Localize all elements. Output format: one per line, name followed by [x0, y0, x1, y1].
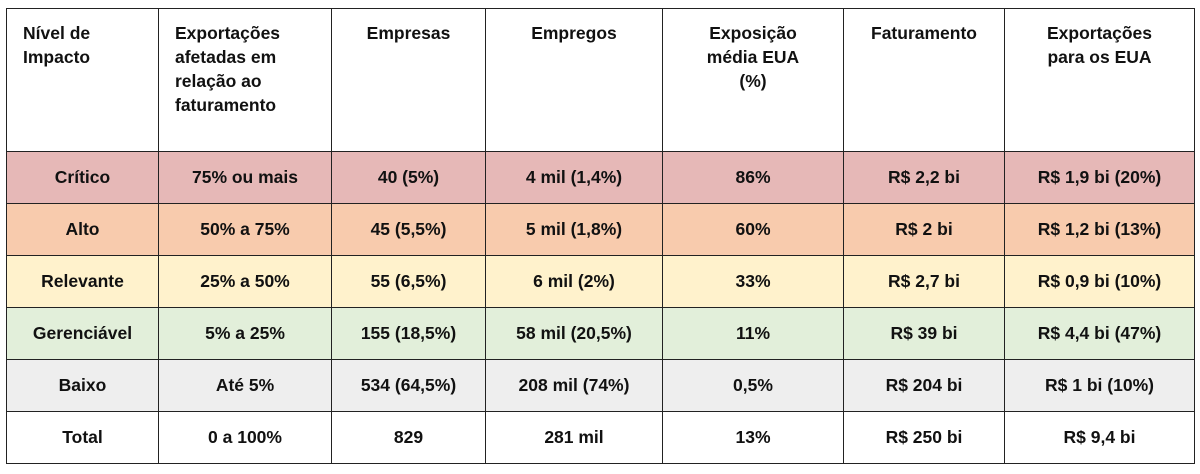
cell-empresas: 45 (5,5%)	[331, 203, 486, 256]
cell-exportacoes-eua: R$ 0,9 bi (10%)	[1004, 255, 1195, 308]
cell-exportacoes-afetadas: 0 a 100%	[158, 411, 332, 464]
cell-faturamento: R$ 2 bi	[843, 203, 1005, 256]
cell-empregos: 6 mil (2%)	[485, 255, 663, 308]
cell-exportacoes-afetadas: Até 5%	[158, 359, 332, 412]
cell-exposicao: 33%	[662, 255, 844, 308]
cell-nivel: Crítico	[6, 151, 159, 204]
cell-exposicao: 0,5%	[662, 359, 844, 412]
cell-exposicao: 86%	[662, 151, 844, 204]
cell-nivel: Relevante	[6, 255, 159, 308]
cell-nivel: Baixo	[6, 359, 159, 412]
cell-empresas: 829	[331, 411, 486, 464]
cell-empregos: 4 mil (1,4%)	[485, 151, 663, 204]
cell-exportacoes-eua: R$ 9,4 bi	[1004, 411, 1195, 464]
header-empresas: Empresas	[331, 8, 486, 152]
cell-empresas: 155 (18,5%)	[331, 307, 486, 360]
table-row-total: Total 0 a 100% 829 281 mil 13% R$ 250 bi R$ 9,…	[6, 411, 1195, 464]
cell-faturamento: R$ 204 bi	[843, 359, 1005, 412]
cell-faturamento: R$ 2,2 bi	[843, 151, 1005, 204]
cell-empresas: 534 (64,5%)	[331, 359, 486, 412]
table-row-baixo: Baixo Até 5% 534 (64,5%) 208 mil (74%) 0,5% R…	[6, 359, 1195, 412]
header-row: Nível de Impacto Exportações afetadas em…	[6, 8, 1195, 152]
header-empregos: Empregos	[485, 8, 663, 152]
header-exportacoes-eua: Exportações para os EUA	[1004, 8, 1195, 152]
cell-exportacoes-eua: R$ 1 bi (10%)	[1004, 359, 1195, 412]
cell-exportacoes-eua: R$ 1,2 bi (13%)	[1004, 203, 1195, 256]
cell-faturamento: R$ 39 bi	[843, 307, 1005, 360]
cell-faturamento: R$ 2,7 bi	[843, 255, 1005, 308]
cell-empresas: 40 (5%)	[331, 151, 486, 204]
header-exposicao: Exposição média EUA (%)	[662, 8, 844, 152]
cell-empregos: 208 mil (74%)	[485, 359, 663, 412]
cell-nivel: Alto	[6, 203, 159, 256]
cell-empresas: 55 (6,5%)	[331, 255, 486, 308]
header-faturamento: Faturamento	[843, 8, 1005, 152]
table-row-critico: Crítico 75% ou mais 40 (5%) 4 mil (1,4%) 86%…	[6, 151, 1195, 204]
cell-nivel: Gerenciável	[6, 307, 159, 360]
table-row-gerenciavel: Gerenciável 5% a 25% 155 (18,5%) 58 mil (20…	[6, 307, 1195, 360]
cell-exposicao: 11%	[662, 307, 844, 360]
cell-empregos: 5 mil (1,8%)	[485, 203, 663, 256]
cell-exportacoes-eua: R$ 1,9 bi (20%)	[1004, 151, 1195, 204]
cell-exposicao: 60%	[662, 203, 844, 256]
cell-exportacoes-afetadas: 25% a 50%	[158, 255, 332, 308]
table-row-alto: Alto 50% a 75% 45 (5,5%) 5 mil (1,8%) 60% R$ …	[6, 203, 1195, 256]
header-nivel-impacto: Nível de Impacto	[6, 8, 159, 152]
cell-nivel: Total	[6, 411, 159, 464]
cell-exportacoes-afetadas: 75% ou mais	[158, 151, 332, 204]
cell-empregos: 281 mil	[485, 411, 663, 464]
cell-exposicao: 13%	[662, 411, 844, 464]
cell-exportacoes-eua: R$ 4,4 bi (47%)	[1004, 307, 1195, 360]
table-row-relevante: Relevante 25% a 50% 55 (6,5%) 6 mil (2%) 33%…	[6, 255, 1195, 308]
cell-faturamento: R$ 250 bi	[843, 411, 1005, 464]
cell-exportacoes-afetadas: 5% a 25%	[158, 307, 332, 360]
header-exportacoes-afetadas: Exportações afetadas em relação ao fatur…	[158, 8, 332, 152]
cell-empregos: 58 mil (20,5%)	[485, 307, 663, 360]
impact-table: Nível de Impacto Exportações afetadas em…	[6, 8, 1195, 464]
cell-exportacoes-afetadas: 50% a 75%	[158, 203, 332, 256]
